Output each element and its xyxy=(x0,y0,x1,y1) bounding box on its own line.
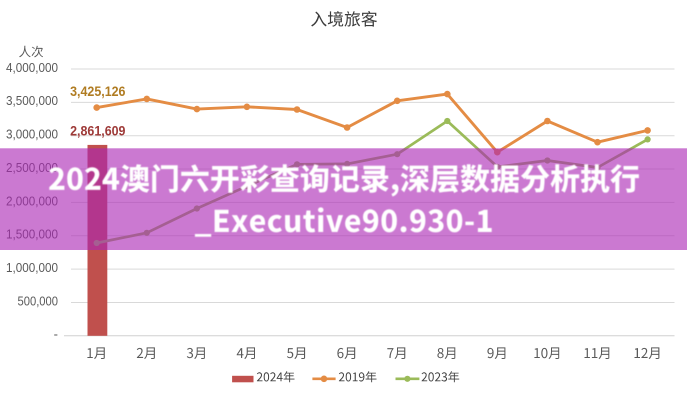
svg-text:4,000,000: 4,000,000 xyxy=(6,60,58,75)
svg-text:3,425,126: 3,425,126 xyxy=(70,83,126,99)
svg-text:3,000,000: 3,000,000 xyxy=(6,127,58,142)
svg-text:-: - xyxy=(54,327,58,342)
svg-text:3,500,000: 3,500,000 xyxy=(6,93,58,108)
svg-text:500,000: 500,000 xyxy=(18,293,59,308)
svg-text:2,861,609: 2,861,609 xyxy=(70,123,126,139)
svg-text:1,000,000: 1,000,000 xyxy=(6,260,58,275)
